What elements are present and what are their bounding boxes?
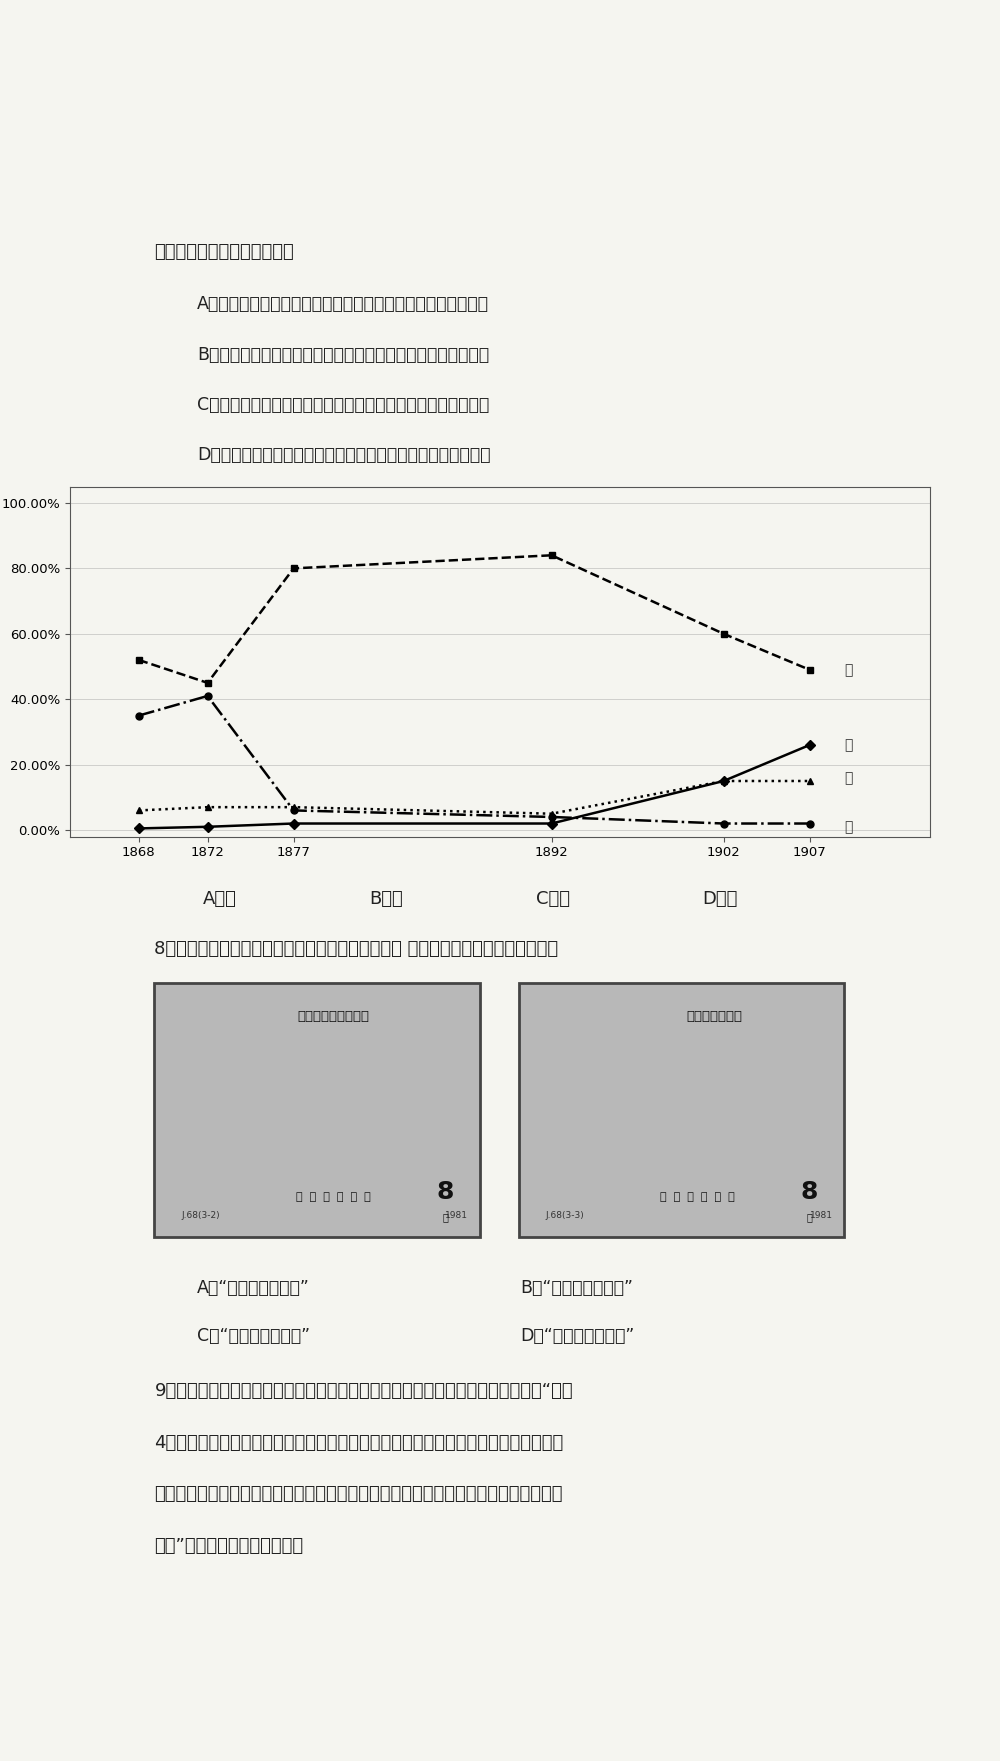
Text: C．丙: C．丙	[536, 889, 570, 909]
Text: 4月，为方便农民借贷，黄冈县农民协会信用合作社从没收土豪办绳的錢财中，拨銀五: 4月，为方便农民借贷，黄冈县农民协会信用合作社从没收土豪办绳的錢财中，拨銀五	[154, 1433, 564, 1451]
FancyBboxPatch shape	[154, 983, 480, 1236]
Text: A．“北伐西征荆满路”: A．“北伐西征荆满路”	[197, 1278, 310, 1298]
Text: 分: 分	[442, 1212, 448, 1222]
Text: 中  国  人  民  邮  政: 中 国 人 民 邮 政	[296, 1192, 371, 1201]
Text: 以下说法较为合理的是（　）: 以下说法较为合理的是（ ）	[154, 243, 294, 261]
Text: 1981: 1981	[445, 1210, 468, 1220]
Text: B．第二类解释的证据是动员学者编纂《四库全书》，开科取士: B．第二类解释的证据是动员学者编纂《四库全书》，开科取士	[197, 345, 489, 363]
Text: 甲: 甲	[844, 662, 852, 676]
Text: 湖北军政府旧址: 湖北军政府旧址	[686, 1009, 742, 1023]
Text: C．“人间遍种自由花”: C．“人间遍种自由花”	[197, 1326, 310, 1345]
Text: A．甲: A．甲	[202, 889, 236, 909]
Text: 丁: 丁	[844, 821, 852, 833]
Text: 9．如图是湖北省黄冈县团风镇地区曾短暂流通过的纸币。据《黄冈县志》记载：“同年: 9．如图是湖北省黄冈县团风镇地区曾短暂流通过的纸币。据《黄冈县志》记载：“同年	[154, 1382, 573, 1400]
Text: 黄花冈七十二烈士墓: 黄花冈七十二烈士墓	[297, 1009, 369, 1023]
Text: 万元作资金，后发行流通券五万元。七月，农民协会信用合作社被迫解散，流通券停止: 万元作资金，后发行流通券五万元。七月，农民协会信用合作社被迫解散，流通券停止	[154, 1485, 563, 1504]
Text: 其中属于日本的是（　）: 其中属于日本的是（ ）	[154, 555, 273, 572]
Text: 中  国  人  民  邮  政: 中 国 人 民 邮 政	[660, 1192, 735, 1201]
Text: 8．中国人民邮政为纪念某一事件发行了一组邮票。 与该事件最相关的诗句是（　）: 8．中国人民邮政为纪念某一事件发行了一组邮票。 与该事件最相关的诗句是（ ）	[154, 940, 559, 958]
Text: 1981: 1981	[810, 1210, 833, 1220]
Text: A．第一类解释的证据是实施八旗制度、西南地区实行改土归流: A．第一类解释的证据是实施八旗制度、西南地区实行改土归流	[197, 296, 489, 313]
Text: B．“致远鼓楫冲重围”: B．“致远鼓楫冲重围”	[520, 1278, 633, 1298]
Text: 丙: 丙	[844, 771, 852, 785]
FancyBboxPatch shape	[519, 983, 844, 1236]
Text: D．“似火青春救国忙”: D．“似火青春救国忙”	[520, 1326, 635, 1345]
Text: 发行”。该流通券反映出（　）: 发行”。该流通券反映出（ ）	[154, 1537, 304, 1555]
Text: 分: 分	[806, 1212, 812, 1222]
Text: C．第一类学者采取多元主义观点，解释较空疏，不具学术意义: C．第一类学者采取多元主义观点，解释较空疏，不具学术意义	[197, 396, 489, 414]
Text: D．第二类学者站在华夏中心主义，立场相对客观，解释较可靠: D．第二类学者站在华夏中心主义，立场相对客观，解释较可靠	[197, 446, 491, 463]
Text: B．乙: B．乙	[369, 889, 403, 909]
Text: 乙: 乙	[844, 738, 852, 752]
Text: J.68(3-3): J.68(3-3)	[546, 1210, 585, 1220]
Text: J.68(3-2): J.68(3-2)	[182, 1210, 220, 1220]
Text: 8: 8	[801, 1180, 818, 1205]
Text: 7．如图为晋清阶段（局部）英国、美国、日本、德国在华的外国航运状况（吨位%），: 7．如图为晋清阶段（局部）英国、美国、日本、德国在华的外国航运状况（吨位%），	[154, 507, 581, 525]
Text: 8: 8	[436, 1180, 454, 1205]
Text: D．丁: D．丁	[702, 889, 738, 909]
